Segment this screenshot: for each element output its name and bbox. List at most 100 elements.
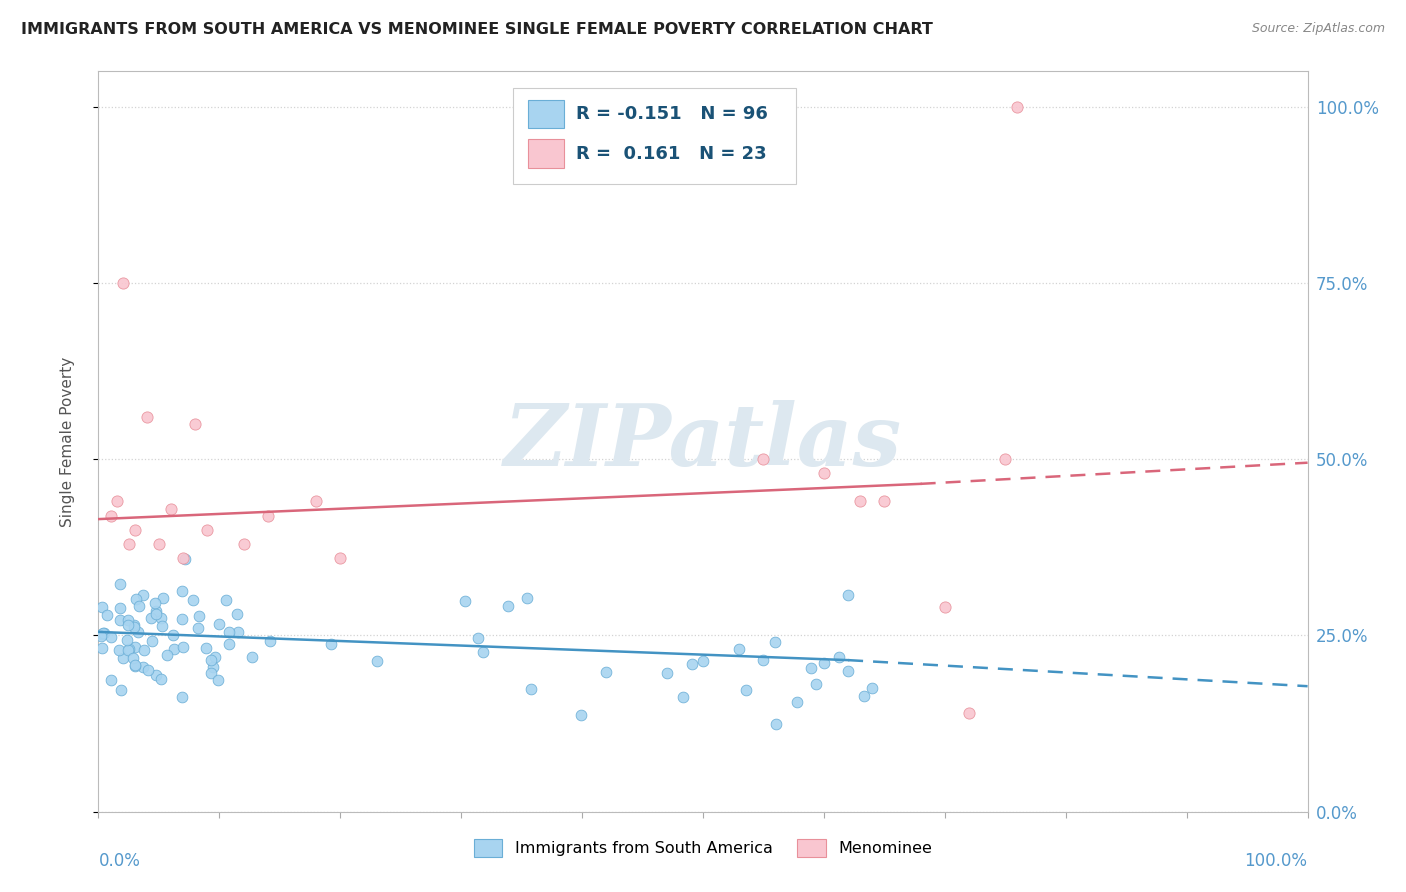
Point [90,599,112,614]
Point [150,619,173,633]
Point [595,665,617,679]
Text: 0.0%: 0.0% [98,853,141,871]
Point [240,650,263,665]
Point [145,607,167,621]
Point [172,640,194,654]
Point [853,690,876,704]
Point [141,633,163,648]
Point [752,653,775,667]
Point [111,651,134,665]
Point [1007,100,1029,114]
Point [108,613,131,627]
Point [93,625,115,640]
Text: R =  0.161   N = 23: R = 0.161 N = 23 [576,145,766,162]
Point [321,637,343,651]
Point [117,613,139,627]
FancyBboxPatch shape [527,100,564,128]
Point [135,409,157,424]
Point [108,601,131,615]
Point [90,627,112,641]
Point [143,596,166,610]
Point [200,665,222,680]
Point [994,452,1017,467]
Point [174,552,197,566]
Point [115,633,138,648]
Point [569,708,592,723]
Point [837,588,859,602]
Point [329,550,352,565]
Point [188,609,211,624]
Point [496,599,519,613]
Point [110,682,132,697]
FancyBboxPatch shape [513,88,796,184]
Point [149,672,172,686]
Point [141,611,163,625]
Y-axis label: Single Female Poverty: Single Female Poverty [60,357,75,526]
Point [122,619,145,633]
Point [118,537,141,551]
Point [148,537,170,551]
Point [111,276,134,290]
Point [207,673,229,687]
Point [672,690,695,704]
Point [873,494,896,508]
Point [520,682,543,697]
Point [156,648,179,663]
Point [187,621,209,635]
Point [105,494,128,508]
Point [162,642,184,657]
Point [118,641,141,656]
Point [181,593,204,607]
Point [728,642,751,657]
Point [208,617,231,632]
Point [128,599,150,614]
Point [204,649,226,664]
Point [849,494,872,508]
Point [225,607,247,621]
Text: IMMIGRANTS FROM SOUTH AMERICA VS MENOMINEE SINGLE FEMALE POVERTY CORRELATION CHA: IMMIGRANTS FROM SOUTH AMERICA VS MENOMIN… [21,22,934,37]
Point [195,523,218,537]
Point [172,583,194,598]
Point [218,637,240,651]
Point [90,640,112,655]
Point [957,706,980,720]
Point [202,659,225,673]
Point [454,593,477,607]
Point [122,618,145,632]
Point [100,673,122,687]
Point [837,664,859,678]
Point [124,658,146,673]
Point [117,618,139,632]
Point [813,467,835,481]
Point [934,600,956,615]
Point [194,641,217,656]
Text: 100.0%: 100.0% [1244,853,1308,871]
Point [813,656,835,670]
Point [132,660,155,674]
Point [692,654,714,668]
Point [256,508,278,523]
Point [162,628,184,642]
Point [655,666,678,681]
Point [96,608,118,623]
Point [108,576,131,591]
Point [763,634,786,648]
Point [145,667,167,681]
Text: R = -0.151   N = 96: R = -0.151 N = 96 [576,105,768,123]
Point [124,657,146,672]
Point [765,717,787,731]
Point [132,588,155,602]
Point [152,591,174,605]
Point [100,630,122,644]
Point [138,663,160,677]
Point [218,624,240,639]
Point [681,657,703,671]
Point [259,634,281,648]
Point [117,642,139,657]
Point [860,681,883,695]
Point [752,452,775,467]
Text: ZIPatlas: ZIPatlas [503,400,903,483]
Point [305,494,328,508]
Point [121,650,143,665]
Point [172,550,194,565]
